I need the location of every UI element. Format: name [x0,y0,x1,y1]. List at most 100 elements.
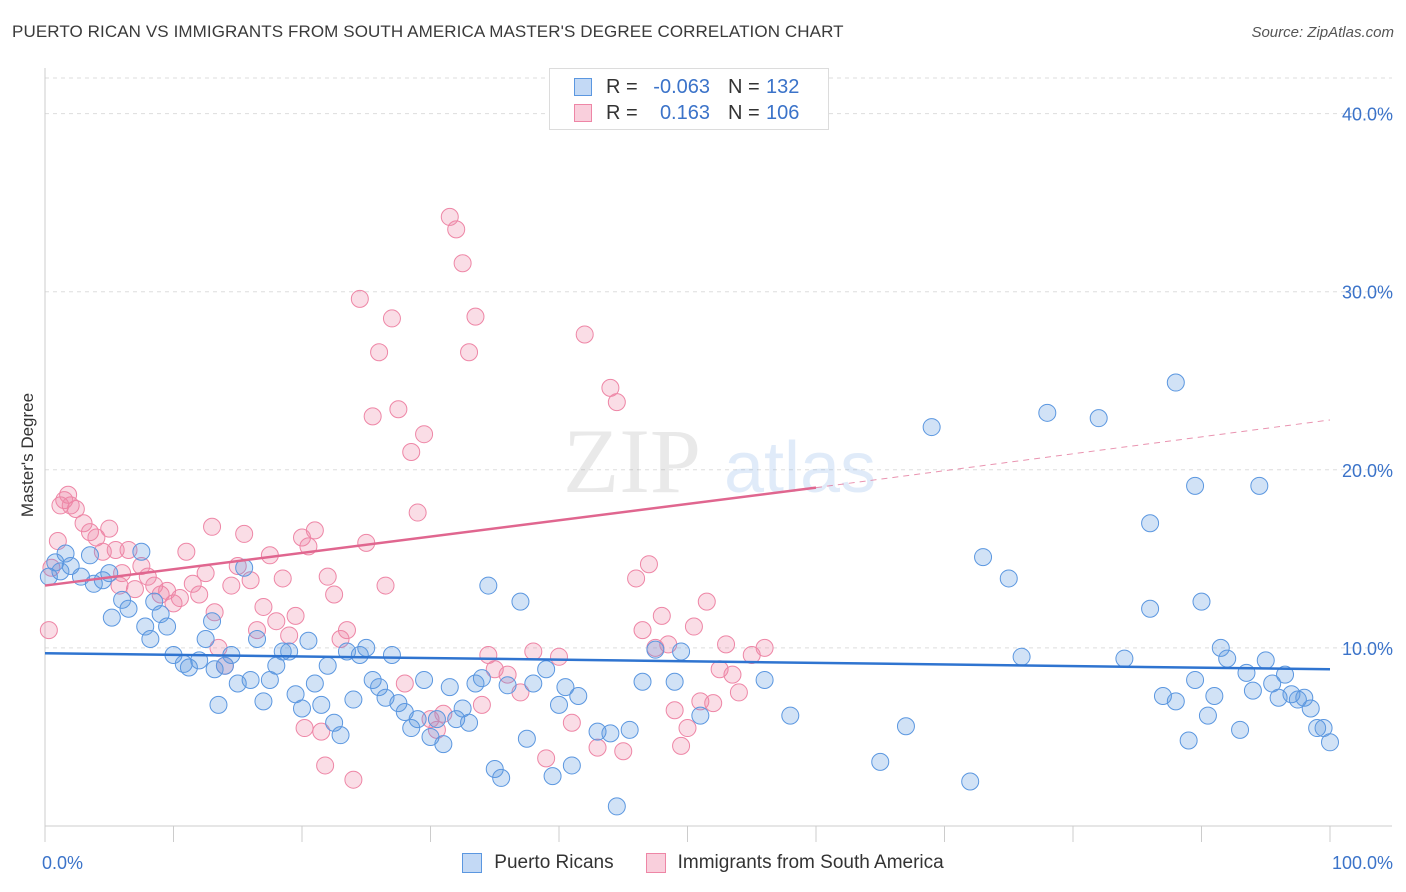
series-legend: Puerto Ricans Immigrants from South Amer… [0,852,1406,874]
data-point-puerto-ricans [1089,409,1108,428]
data-point-puerto-ricans [922,418,941,437]
chart-title: PUERTO RICAN VS IMMIGRANTS FROM SOUTH AM… [12,22,844,41]
data-point-immigrants [460,343,479,362]
legend-row-immigrants: R = 0.163 N = 106 [574,101,799,125]
data-point-puerto-ricans [102,608,121,627]
data-point-immigrants [402,443,421,461]
legend-r-label: R = [606,101,638,124]
data-point-immigrants [203,517,222,536]
data-point-puerto-ricans [1321,733,1339,752]
data-point-puerto-ricans [562,756,581,775]
data-point-puerto-ricans [389,694,408,713]
data-point-immigrants [652,606,671,625]
data-point-puerto-ricans [305,674,324,693]
data-point-puerto-ricans [781,706,800,725]
data-point-immigrants [254,597,273,616]
data-point-immigrants [61,496,80,515]
data-point-puerto-ricans [119,599,138,618]
pink-points [39,207,774,789]
data-point-puerto-ricans [196,630,215,648]
legend-r-value: 0.163 [659,101,710,124]
legend-item-immigrants: Immigrants from South America [645,852,944,874]
data-point-puerto-ricans [460,713,479,732]
data-point-immigrants [325,585,344,604]
data-point-puerto-ricans [312,695,331,714]
data-point-puerto-ricans [755,670,774,689]
data-point-puerto-ricans [672,642,691,661]
data-point-puerto-ricans [1198,706,1217,725]
data-point-puerto-ricans [1012,647,1031,666]
data-point-puerto-ricans [434,735,453,754]
data-point-puerto-ricans [485,760,504,779]
data-point-immigrants [678,719,697,738]
data-point-immigrants [286,606,305,625]
data-point-immigrants [633,621,652,640]
data-point-immigrants [177,542,196,561]
data-point-immigrants [222,576,241,595]
tick-labels: 10.0% 20.0% 30.0% 40.0% 0.0% 100.0% [42,105,1393,873]
data-point-puerto-ricans [1192,592,1211,611]
data-point-puerto-ricans [1218,649,1237,668]
data-point-puerto-ricans [601,724,620,743]
data-point-immigrants [524,642,543,661]
data-point-puerto-ricans [248,630,267,648]
legend-n-value: 132 [766,75,800,98]
legend-label-immigrants: Immigrants from South America [677,852,944,873]
data-point-immigrants [755,638,774,657]
data-point-puerto-ricans [46,553,65,572]
data-point-puerto-ricans [415,670,434,689]
data-point-immigrants [562,713,581,732]
source-label: Source: ZipAtlas.com [1251,24,1394,41]
data-point-puerto-ricans [1301,699,1320,718]
data-point-puerto-ricans [1237,663,1256,682]
data-point-puerto-ricans [1308,719,1327,738]
data-point-immigrants [575,325,594,344]
data-point-immigrants [537,749,556,768]
data-point-puerto-ricans [51,562,70,581]
data-point-immigrants [415,425,434,444]
data-point-immigrants [684,617,703,636]
data-point-puerto-ricans [293,699,311,718]
data-point-immigrants [295,719,314,738]
data-point-immigrants [723,665,742,684]
data-point-puerto-ricans [1141,514,1160,533]
data-point-puerto-ricans [550,695,568,714]
trend-lines [44,419,1331,671]
data-point-puerto-ricans [492,768,511,787]
legend-swatch-pink [574,104,592,122]
data-point-immigrants [363,407,382,426]
data-point-puerto-ricans [1276,665,1295,684]
data-point-immigrants [66,499,85,518]
legend-n-label: N = [728,101,760,124]
data-point-puerto-ricans [1166,692,1185,711]
watermark-atlas: atlas [724,428,876,508]
data-point-puerto-ricans [633,672,652,691]
data-point-immigrants [318,567,337,586]
legend-item-puerto-ricans: Puerto Ricans [462,852,614,874]
data-point-immigrants [395,674,414,693]
data-point-puerto-ricans [1141,599,1160,618]
data-point-immigrants [717,635,736,654]
data-point-puerto-ricans [896,717,915,736]
data-point-puerto-ricans [569,686,588,705]
axes [44,68,1392,842]
y-tick-label: 20.0% [1342,461,1393,481]
data-point-puerto-ricans [158,617,177,636]
data-point-immigrants [447,220,466,239]
data-point-puerto-ricans [370,678,389,697]
data-point-puerto-ricans [472,669,491,688]
data-point-immigrants [235,524,254,543]
data-point-immigrants [453,254,472,273]
data-point-puerto-ricans [691,706,710,725]
data-point-immigrants [312,722,331,741]
data-point-immigrants [344,770,363,789]
data-point-puerto-ricans [479,576,498,595]
trend-line-puerto-ricans [44,651,1331,671]
data-point-immigrants [550,647,568,666]
data-point-immigrants [125,580,144,599]
data-point-puerto-ricans [1250,476,1269,495]
data-point-puerto-ricans [1288,690,1307,709]
data-point-puerto-ricans [241,670,260,689]
data-point-puerto-ricans [498,676,517,695]
data-point-immigrants [183,574,202,593]
